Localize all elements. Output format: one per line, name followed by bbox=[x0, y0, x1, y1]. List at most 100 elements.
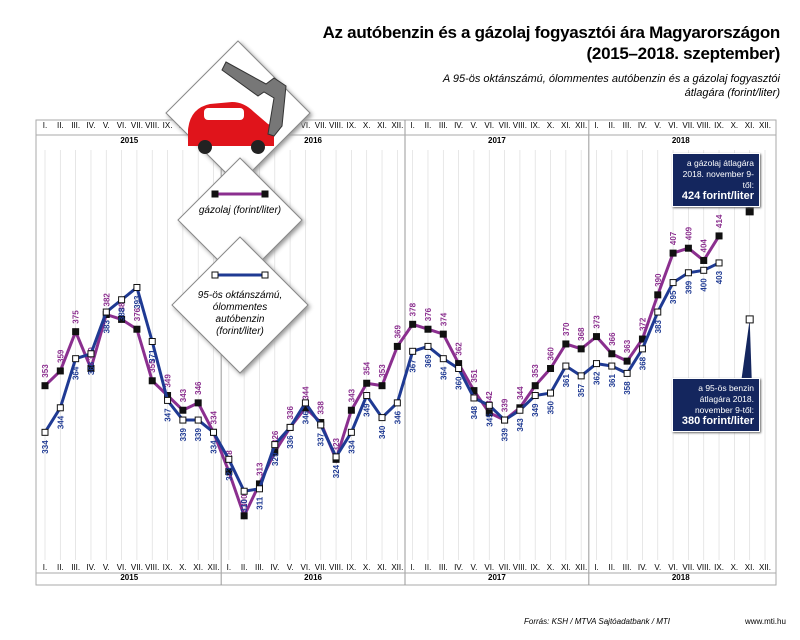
data-label: 334 bbox=[210, 410, 219, 424]
point-marker bbox=[286, 423, 294, 431]
x-tick-label: II. bbox=[608, 121, 615, 130]
data-label: 390 bbox=[654, 273, 663, 287]
point-marker bbox=[225, 455, 233, 463]
data-label: 334 bbox=[210, 440, 219, 454]
point-marker bbox=[41, 428, 49, 436]
x-tick-label: I. bbox=[594, 563, 598, 572]
x-tick-label: VI. bbox=[117, 563, 127, 572]
point-marker bbox=[669, 279, 677, 287]
point-marker bbox=[715, 232, 723, 240]
x-tick-label: III. bbox=[439, 563, 448, 572]
callout-text: a 95-ös benzin átlagára 2018. november 9… bbox=[694, 383, 754, 415]
chart-title: Az autóbenzin és a gázolaj fogyasztói ár… bbox=[322, 23, 781, 63]
year-label: 2016 bbox=[304, 136, 322, 145]
data-label: 353 bbox=[531, 364, 540, 378]
x-tick-label: III. bbox=[439, 121, 448, 130]
data-label: 404 bbox=[700, 239, 709, 253]
data-label: 345 bbox=[485, 413, 494, 427]
x-tick-label: XI. bbox=[745, 563, 755, 572]
x-tick-label: X. bbox=[731, 121, 739, 130]
data-label: 376 bbox=[133, 307, 142, 321]
data-label: 353 bbox=[41, 364, 50, 378]
x-tick-label: VI. bbox=[301, 563, 311, 572]
x-tick-label: I. bbox=[594, 121, 598, 130]
x-tick-label: VII. bbox=[499, 563, 511, 572]
data-label: 360 bbox=[547, 347, 556, 361]
point-marker bbox=[516, 406, 524, 414]
point-marker bbox=[317, 421, 325, 429]
callout-value: 380 bbox=[681, 415, 701, 427]
year-label: 2015 bbox=[120, 136, 138, 145]
x-tick-label: V. bbox=[654, 563, 661, 572]
data-label: 339 bbox=[501, 398, 510, 412]
point-marker bbox=[424, 325, 432, 333]
data-label: 399 bbox=[684, 280, 693, 294]
data-label: 339 bbox=[179, 428, 188, 442]
data-label: 357 bbox=[577, 383, 586, 397]
point-marker bbox=[623, 357, 631, 365]
x-tick-label: X. bbox=[731, 563, 739, 572]
x-tick-label: XII. bbox=[391, 563, 403, 572]
data-label: 324 bbox=[332, 464, 341, 478]
x-tick-label: VII. bbox=[315, 121, 327, 130]
point-marker bbox=[210, 428, 218, 436]
x-tick-label: V. bbox=[654, 121, 661, 130]
data-label: 363 bbox=[623, 339, 632, 353]
year-label: 2015 bbox=[120, 573, 138, 582]
data-label: 344 bbox=[301, 386, 310, 400]
x-tick-label: IV. bbox=[638, 563, 647, 572]
data-label: 326 bbox=[271, 430, 280, 444]
point-marker bbox=[547, 389, 555, 397]
point-marker bbox=[684, 244, 692, 252]
point-marker bbox=[179, 416, 187, 424]
callout-value: 424 bbox=[681, 190, 701, 202]
car-wheel bbox=[251, 140, 265, 154]
point-marker bbox=[255, 485, 263, 493]
data-label: 323 bbox=[225, 467, 234, 481]
x-tick-label: XI. bbox=[561, 121, 571, 130]
data-label: 351 bbox=[470, 369, 479, 383]
data-label: 414 bbox=[715, 214, 724, 228]
x-tick-label: VII. bbox=[499, 121, 511, 130]
point-marker bbox=[72, 328, 80, 336]
point-marker bbox=[347, 406, 355, 414]
data-label: 343 bbox=[516, 418, 525, 432]
point-marker bbox=[179, 406, 187, 414]
data-label: 367 bbox=[409, 359, 418, 373]
point-marker bbox=[240, 512, 248, 520]
data-label: 369 bbox=[393, 325, 402, 339]
x-tick-label: IV. bbox=[86, 121, 95, 130]
data-label: 349 bbox=[164, 374, 173, 388]
x-tick-label: V. bbox=[471, 121, 478, 130]
data-label: 383 bbox=[102, 319, 111, 333]
x-tick-label: VIII. bbox=[329, 563, 343, 572]
data-label: 358 bbox=[623, 381, 632, 395]
point-marker bbox=[133, 325, 141, 333]
x-tick-label: XII. bbox=[759, 563, 771, 572]
callout-unit: forint/liter bbox=[702, 415, 754, 427]
x-tick-label: IX. bbox=[346, 563, 356, 572]
x-tick-label: VIII. bbox=[697, 121, 711, 130]
data-label: 338 bbox=[317, 401, 326, 415]
point-marker bbox=[547, 365, 555, 373]
legend-label: 95-ös oktánszámú, ólommentes autóbenzin … bbox=[197, 290, 283, 337]
x-tick-label: VI. bbox=[117, 121, 127, 130]
point-marker bbox=[531, 392, 539, 400]
year-label: 2018 bbox=[672, 136, 690, 145]
data-label: 342 bbox=[485, 391, 494, 405]
year-label: 2017 bbox=[488, 136, 506, 145]
data-label: 371 bbox=[148, 349, 157, 363]
point-marker bbox=[562, 362, 570, 370]
data-label: 355 bbox=[148, 359, 157, 373]
point-marker bbox=[409, 347, 417, 355]
x-tick-label: XI. bbox=[377, 121, 387, 130]
x-tick-label: VII. bbox=[682, 563, 694, 572]
data-label: 403 bbox=[715, 270, 724, 284]
point-marker bbox=[332, 453, 340, 461]
x-tick-label: VI. bbox=[668, 121, 678, 130]
data-label: 359 bbox=[56, 349, 65, 363]
x-tick-label: VIII. bbox=[329, 121, 343, 130]
x-tick-label: XI. bbox=[377, 563, 387, 572]
point-marker bbox=[669, 249, 677, 257]
point-marker bbox=[715, 259, 723, 267]
